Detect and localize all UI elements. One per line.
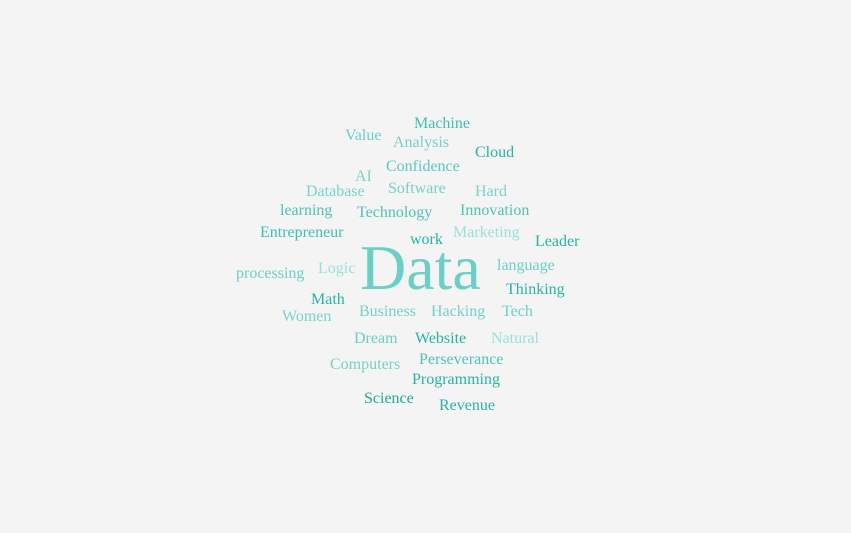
word-perseverance: Perseverance	[419, 351, 504, 368]
word-hacking: Hacking	[431, 303, 486, 320]
word-language: language	[497, 257, 555, 274]
word-leader: Leader	[535, 233, 580, 250]
word-entrepreneur: Entrepreneur	[260, 224, 344, 241]
word-math: Math	[311, 291, 345, 308]
word-learning: learning	[280, 202, 333, 219]
word-machine: Machine	[414, 115, 470, 132]
word-programming: Programming	[412, 371, 500, 388]
word-computers: Computers	[330, 356, 401, 373]
word-technology: Technology	[357, 204, 433, 221]
word-work: work	[410, 231, 443, 248]
word-software: Software	[388, 180, 446, 197]
word-website: Website	[415, 330, 467, 347]
word-women: Women	[282, 308, 332, 325]
word-analysis: Analysis	[393, 134, 449, 151]
word-marketing: Marketing	[453, 224, 520, 241]
word-data: Data	[360, 232, 481, 303]
word-processing: processing	[236, 265, 305, 282]
word-cloud-term: Cloud	[475, 144, 515, 161]
word-hard: Hard	[475, 183, 507, 200]
word-tech: Tech	[502, 303, 533, 320]
word-innovation: Innovation	[460, 202, 530, 219]
word-dream: Dream	[354, 330, 398, 347]
word-logic: Logic	[318, 260, 356, 277]
word-science: Science	[364, 390, 414, 407]
word-business: Business	[359, 303, 416, 320]
word-revenue: Revenue	[439, 397, 495, 414]
word-ai: AI	[355, 168, 372, 185]
word-database: Database	[306, 183, 365, 200]
word-thinking: Thinking	[506, 281, 565, 298]
word-natural: Natural	[491, 330, 539, 347]
word-confidence: Confidence	[386, 158, 460, 175]
word-value: Value	[345, 127, 382, 144]
